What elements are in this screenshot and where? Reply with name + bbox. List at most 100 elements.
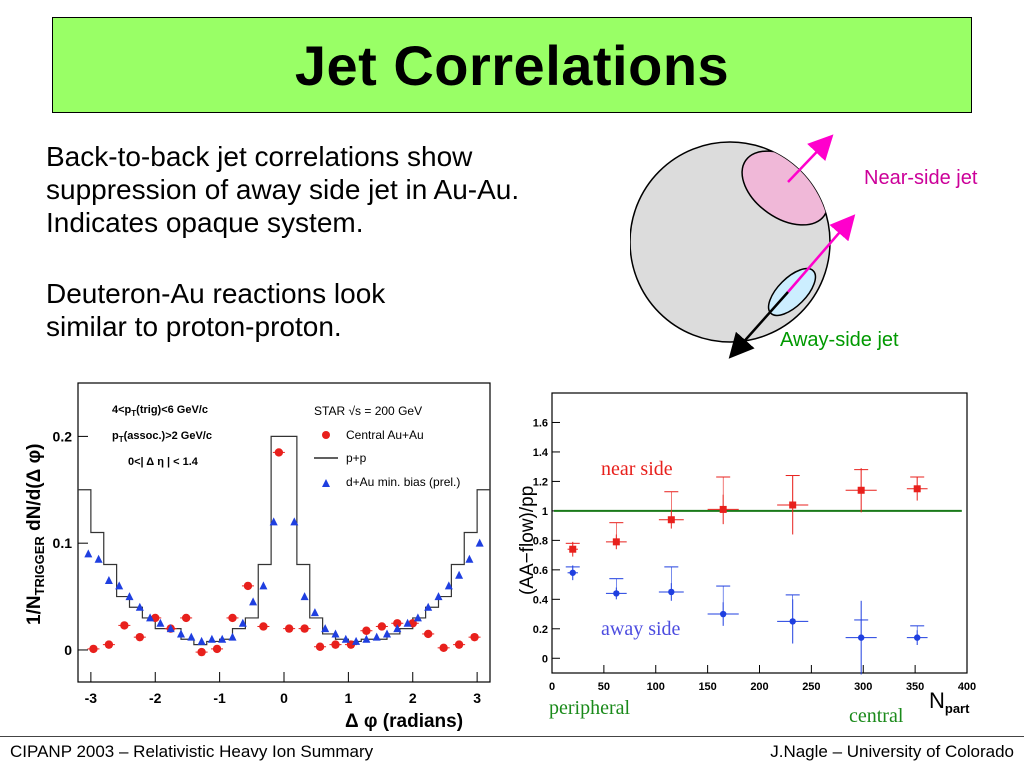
away-jet-arrow	[787, 214, 856, 293]
right-y-tick-label: 0.4	[533, 594, 549, 606]
near-side-point	[667, 516, 675, 524]
auau-point	[259, 622, 268, 631]
left-y-tick-label: 0.1	[53, 535, 73, 551]
away-side-point	[719, 610, 727, 618]
left-x-tick-label: -3	[85, 690, 98, 706]
away-jet-back-arrow	[728, 291, 789, 359]
central-annotation: central	[849, 705, 904, 727]
near-side-point	[789, 501, 797, 509]
cut-annotation-eta: 0<| Δ η | < 1.4	[128, 456, 199, 468]
auau-point	[228, 613, 237, 623]
jet-diagram	[630, 134, 856, 359]
away-side-point	[914, 634, 921, 641]
near-side-jet-label: Near-side jet	[864, 167, 978, 189]
away-side-point	[569, 569, 576, 576]
right-y-tick-label: 1.6	[533, 417, 548, 429]
dau-point	[156, 618, 165, 627]
legend-auau: Central Au+Au	[346, 428, 424, 442]
legend-pp: p+p	[346, 451, 367, 465]
dau-point	[115, 581, 124, 590]
right-x-tick-label: 300	[854, 681, 872, 693]
near-side-annotation: near side	[601, 458, 673, 480]
left-x-tick-label: 0	[280, 690, 288, 706]
near-side-point	[857, 486, 865, 494]
dau-point	[321, 624, 330, 633]
paragraph-1-line-2: suppression of away side jet in Au-Au.	[46, 174, 520, 205]
auau-point	[243, 581, 253, 591]
dau-point	[372, 632, 381, 641]
cut-annotation-assoc: pT(assoc.)>2 GeV/c	[112, 430, 212, 444]
auau-point	[393, 619, 402, 628]
dau-point	[207, 634, 216, 643]
paragraph-1: Back-to-back jet correlations show suppr…	[46, 140, 646, 239]
legend-marker-auau	[322, 431, 330, 439]
left-x-tick-label: 1	[344, 690, 352, 706]
auau-point	[212, 644, 222, 654]
left-x-tick-label: -2	[149, 690, 162, 706]
dau-point	[444, 581, 453, 590]
auau-point	[104, 640, 114, 649]
right-y-tick-label: 0.2	[533, 624, 548, 636]
auau-point	[377, 622, 387, 631]
dau-point	[187, 632, 196, 641]
right-x-tick-label: 100	[647, 681, 665, 693]
away-side-jet-label: Away-side jet	[780, 329, 899, 351]
near-side-point	[719, 505, 727, 513]
paragraph-1-line-3: Indicates opaque system.	[46, 207, 364, 238]
right-y-tick-label: 0.6	[533, 565, 548, 577]
dau-point	[146, 613, 155, 622]
auau-point	[331, 640, 340, 649]
dau-point	[125, 592, 134, 601]
left-y-tick-label: 0	[64, 642, 72, 658]
dau-point	[424, 602, 433, 611]
dau-point	[300, 592, 309, 601]
dau-point	[403, 618, 412, 627]
dau-point	[269, 517, 278, 526]
legend-dau: d+Au min. bias (prel.)	[346, 475, 460, 489]
away-side-point	[857, 634, 865, 641]
left-x-tick-label: -1	[213, 690, 226, 706]
npart-ratio-chart: 0 50 100 150 200 250 300 350 400 0 0.2 0.4 0.6 0.8 1 1.…	[517, 392, 976, 727]
dau-point	[352, 636, 361, 645]
right-x-tick-label: 200	[750, 681, 768, 693]
away-side-point	[668, 588, 675, 596]
dau-point	[331, 629, 340, 638]
right-y-tick-label: 1.4	[533, 447, 549, 459]
away-side-annotation: away side	[601, 618, 681, 640]
left-y-tick-label: 0.2	[53, 428, 73, 444]
dau-point	[465, 554, 474, 563]
right-x-tick-label: 400	[958, 681, 976, 693]
paragraph-2: Deuteron-Au reactions look similar to pr…	[46, 277, 646, 343]
near-side-point	[569, 545, 577, 553]
dau-point	[104, 576, 113, 585]
legend-marker-dau	[322, 479, 330, 487]
left-y-axis-label: 1/NTRIGGER dN/d(Δ φ)	[24, 444, 47, 625]
right-x-tick-label: 150	[698, 681, 716, 693]
dau-point	[94, 554, 103, 563]
right-y-tick-label: 1.2	[533, 476, 548, 488]
auau-point	[300, 624, 309, 633]
dau-point	[259, 581, 268, 590]
dau-point	[393, 624, 402, 633]
dau-point	[413, 613, 422, 622]
away-side-point	[613, 590, 620, 597]
left-x-axis-label: Δ φ (radians)	[345, 711, 463, 732]
dau-point	[434, 592, 443, 601]
auau-point	[135, 632, 144, 642]
near-side-point	[612, 538, 620, 546]
dau-point	[341, 634, 350, 643]
paragraph-2-line-1: Deuteron-Au reactions look	[46, 278, 386, 309]
near-jet-arrow	[787, 134, 834, 183]
auau-point	[315, 642, 325, 651]
auau-point	[197, 647, 206, 657]
auau-point	[439, 643, 448, 653]
dau-point	[290, 517, 299, 526]
dau-point	[362, 634, 371, 643]
footer-conference: CIPANP 2003 – Relativistic Heavy Ion Sum…	[10, 742, 374, 761]
dau-point	[475, 538, 484, 547]
cut-annotation-trig: 4<pT(trig)<6 GeV/c	[112, 404, 208, 418]
footer-divider	[0, 736, 1024, 737]
paragraph-1-line-1: Back-to-back jet correlations show	[46, 141, 473, 172]
auau-point	[274, 448, 284, 457]
dau-point	[238, 618, 247, 627]
